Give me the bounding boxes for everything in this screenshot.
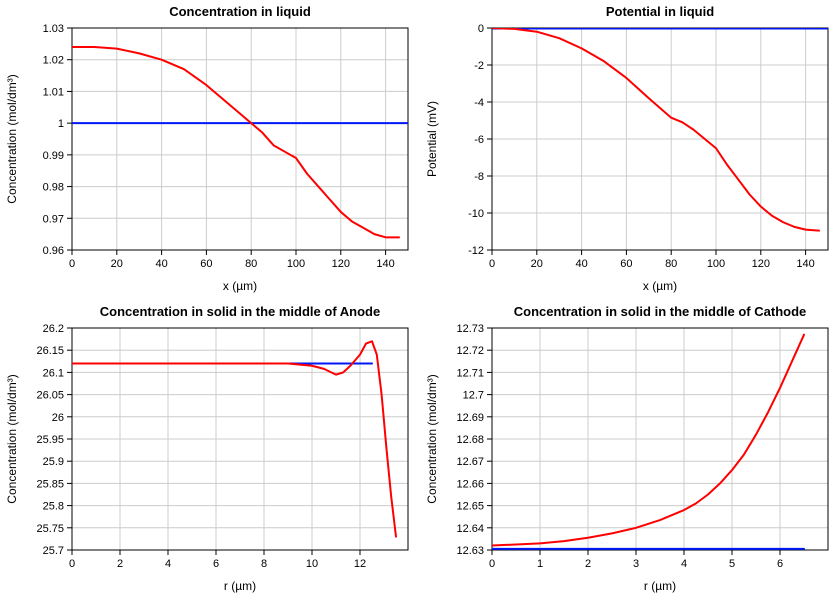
y-tick-label: 26.05 — [36, 390, 64, 402]
chart-title: Concentration in liquid — [169, 4, 311, 19]
panel-bottom-left: 0 2 4 6 8 10 12 25.7 25.75 25.8 25.85 25.9 25.95 26 26… — [0, 300, 420, 600]
x-tick-label: 100 — [287, 258, 305, 270]
y-axis-label: Concentration (mol/dm³) — [5, 74, 19, 203]
y-tick-label: 1.02 — [43, 55, 64, 67]
y-tick-label: 12.71 — [456, 367, 484, 379]
y-tick-label: -4 — [474, 97, 484, 109]
y-tick-label: 12.69 — [456, 412, 484, 424]
y-tick-label: 25.85 — [36, 478, 64, 490]
chart-svg-bottom-right: 0 1 2 3 4 5 6 12.63 12.64 12.65 12.66 12.67 12.68 12.… — [420, 300, 840, 600]
y-tick-label: 26.2 — [43, 323, 64, 335]
y-tick-label: -10 — [468, 208, 484, 220]
x-axis-label: r (µm) — [224, 579, 256, 593]
y-tick-label: 12.63 — [456, 545, 484, 557]
x-tick-label: 60 — [200, 258, 212, 270]
y-tick-label: 12.68 — [456, 434, 484, 446]
x-tick-label: 140 — [796, 258, 814, 270]
x-tick-label: 10 — [306, 558, 318, 570]
y-tick-label: 12.72 — [456, 345, 484, 357]
x-tick-label: 80 — [665, 258, 677, 270]
x-tick-label: 40 — [155, 258, 167, 270]
x-tick-label: 0 — [489, 258, 495, 270]
y-tick-label: 12.65 — [456, 501, 484, 513]
x-tick-label: 140 — [376, 258, 394, 270]
panel-top-right: 0 20 40 60 80 100 120 140 -12 -10 -8 -6 -4 -2 0 Potenti… — [420, 0, 840, 300]
y-tick-label: 25.95 — [36, 434, 64, 446]
x-tick-label: 120 — [752, 258, 770, 270]
chart-svg-bottom-left: 0 2 4 6 8 10 12 25.7 25.75 25.8 25.85 25.9 25.95 26 26… — [0, 300, 420, 600]
chart-title: Potential in liquid — [606, 4, 714, 19]
x-tick-label: 120 — [332, 258, 350, 270]
x-tick-label: 60 — [620, 258, 632, 270]
x-tick-label: 3 — [633, 558, 639, 570]
x-tick-label: 2 — [117, 558, 123, 570]
chart-grid: 0204060801001201400.960.970.980.9911.011… — [0, 0, 840, 600]
y-tick-label: 25.8 — [43, 501, 64, 513]
x-tick-label: 2 — [585, 558, 591, 570]
y-tick-label: -12 — [468, 245, 484, 257]
x-tick-label: 20 — [111, 258, 123, 270]
x-tick-label: 6 — [777, 558, 783, 570]
y-tick-label: 0.97 — [43, 213, 64, 225]
y-tick-label: 1.03 — [43, 23, 64, 35]
x-tick-label: 100 — [707, 258, 725, 270]
y-tick-label: 25.9 — [43, 456, 64, 468]
y-tick-label: 0.96 — [43, 245, 64, 257]
x-tick-label: 0 — [489, 558, 495, 570]
y-tick-label: 1 — [58, 118, 64, 130]
chart-title: Concentration in solid in the middle of … — [100, 304, 380, 319]
x-tick-label: 6 — [213, 558, 219, 570]
chart-svg-top-right: 0 20 40 60 80 100 120 140 -12 -10 -8 -6 -4 -2 0 Potenti… — [420, 0, 840, 300]
x-axis-label: r (µm) — [644, 579, 676, 593]
y-tick-label: 12.64 — [456, 523, 484, 535]
x-tick-label: 4 — [165, 558, 171, 570]
x-tick-label: 4 — [681, 558, 687, 570]
y-tick-label: 12.7 — [463, 390, 484, 402]
y-axis-label: Concentration (mol/dm³) — [425, 374, 439, 503]
y-tick-label: -6 — [474, 134, 484, 146]
chart-title: Concentration in solid in the middle of … — [514, 304, 807, 319]
y-tick-label: -8 — [474, 171, 484, 183]
x-axis-label: x (µm) — [643, 279, 677, 293]
x-axis-label: x (µm) — [223, 279, 257, 293]
y-tick-label: 12.67 — [456, 456, 484, 468]
x-tick-label: 0 — [69, 258, 75, 270]
y-axis-label: Concentration (mol/dm³) — [5, 374, 19, 503]
y-axis-label: Potential (mV) — [425, 101, 439, 177]
y-tick-label: 25.75 — [36, 523, 64, 535]
x-tick-label: 5 — [729, 558, 735, 570]
y-tick-label: 25.7 — [43, 545, 64, 557]
y-tick-label: 0.98 — [43, 182, 64, 194]
x-tick-label: 1 — [537, 558, 543, 570]
y-tick-label: 0 — [478, 23, 484, 35]
y-tick-label: 1.01 — [43, 86, 64, 98]
y-tick-label: 26.15 — [36, 345, 64, 357]
x-tick-label: 80 — [245, 258, 257, 270]
x-tick-label: 12 — [354, 558, 366, 570]
x-tick-label: 8 — [261, 558, 267, 570]
y-tick-label: 26.1 — [43, 367, 64, 379]
x-tick-label: 0 — [69, 558, 75, 570]
y-tick-label: 12.73 — [456, 323, 484, 335]
y-tick-label: 0.99 — [43, 150, 64, 162]
x-tick-label: 20 — [531, 258, 543, 270]
x-tick-label: 40 — [575, 258, 587, 270]
y-tick-label: 26 — [52, 412, 64, 424]
panel-bottom-right: 0 1 2 3 4 5 6 12.63 12.64 12.65 12.66 12.67 12.68 12.… — [420, 300, 840, 600]
panel-top-left: 0 20 40 60 80 100 120 140 0.96 0.97 0.98 0.99 1 1.01 1… — [0, 0, 420, 300]
chart-svg-top-left: 0 20 40 60 80 100 120 140 0.96 0.97 0.98 0.99 1 1.01 1… — [0, 0, 420, 300]
y-tick-label: 12.66 — [456, 478, 484, 490]
y-tick-label: -2 — [474, 60, 484, 72]
